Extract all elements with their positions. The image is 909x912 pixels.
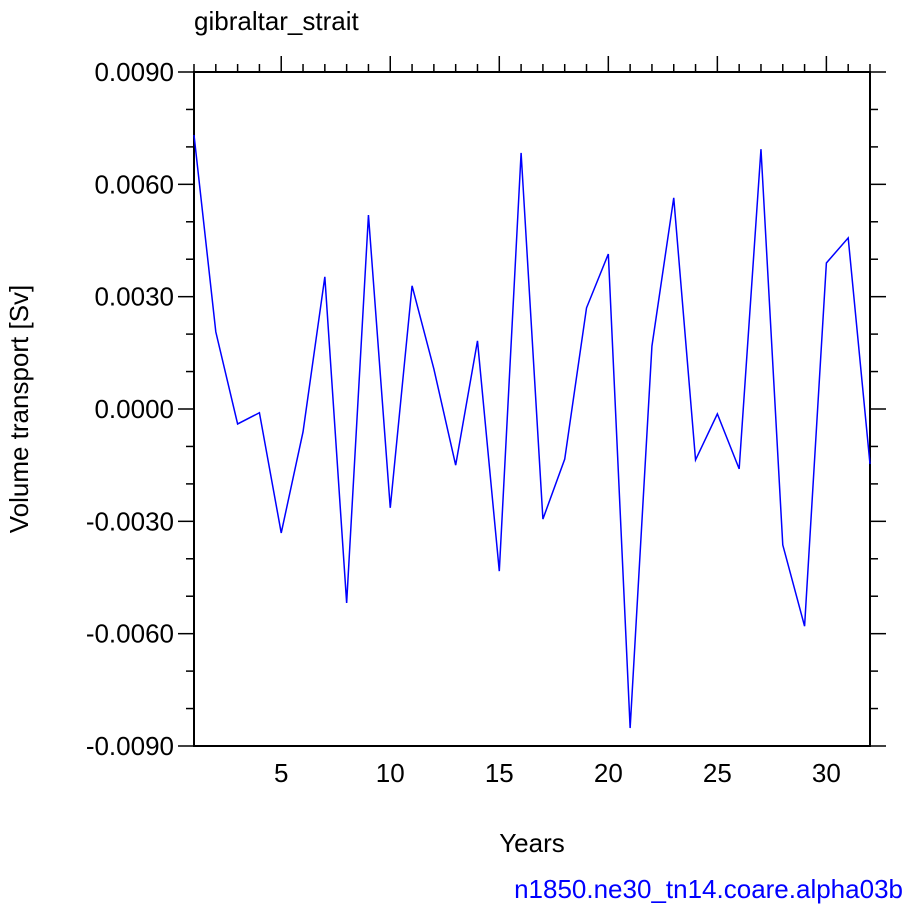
data-line <box>193 134 871 729</box>
x-tick-label: 5 <box>274 758 288 788</box>
plot-frame <box>193 71 871 747</box>
y-tick-label: 0.0090 <box>94 57 174 87</box>
x-tick-label: 30 <box>812 758 841 788</box>
y-tick-label: 0.0060 <box>94 169 174 199</box>
x-tick-label: 20 <box>594 758 623 788</box>
chart-title: gibraltar_strait <box>194 6 360 36</box>
y-tick-label: -0.0060 <box>86 619 174 649</box>
x-tick-label: 15 <box>485 758 514 788</box>
x-tick-label: 25 <box>703 758 732 788</box>
y-tick-label: 0.0030 <box>94 282 174 312</box>
y-tick-label: 0.0000 <box>94 394 174 424</box>
x-tick-label: 10 <box>376 758 405 788</box>
y-tick-label: -0.0090 <box>86 731 174 761</box>
subtitle: n1850.ne30_tn14.coare.alpha03b <box>514 874 903 904</box>
y-tick-label: -0.0030 <box>86 506 174 536</box>
x-axis-label: Years <box>499 828 565 858</box>
y-axis-label: Volume transport [Sv] <box>4 285 34 534</box>
